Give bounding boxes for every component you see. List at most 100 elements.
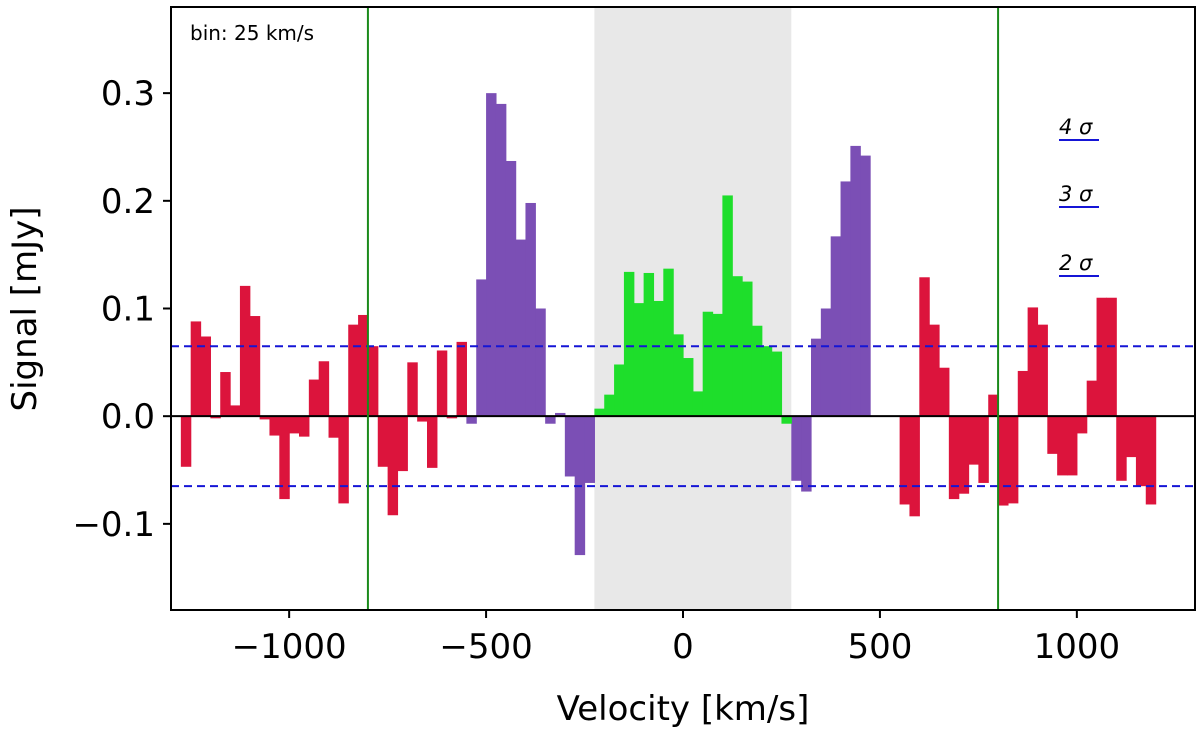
x-axis-title: Velocity [km/s] [557, 689, 810, 729]
x-tick-label: −1000 [232, 627, 347, 667]
continuum-bar [436, 350, 448, 417]
continuum-bar [328, 416, 339, 438]
core-bar [623, 271, 635, 417]
continuum-bar [1086, 380, 1098, 417]
core-bar [673, 334, 684, 417]
continuum-bar [1076, 416, 1088, 434]
continuum-bar [299, 416, 310, 437]
continuum-bar [1126, 416, 1137, 458]
sigma-label-3: 3 σ [1059, 182, 1093, 206]
y-tick-label: 0.2 [101, 182, 155, 222]
core-bar [742, 281, 753, 417]
continuum-bar [1037, 324, 1048, 417]
continuum-bar [446, 416, 458, 419]
continuum-bar [210, 416, 221, 419]
continuum-bar [387, 416, 399, 516]
wings-bar [466, 416, 477, 424]
y-axis-ticks: −0.1 0.0 0.1 0.2 0.3 [72, 74, 171, 545]
x-tick-label: −500 [439, 627, 532, 667]
histogram-bars [180, 93, 1167, 556]
wings-bar [505, 160, 517, 417]
core-bar [781, 416, 792, 424]
continuum-bar [230, 405, 241, 417]
continuum-bar [978, 416, 989, 483]
continuum-bar [397, 416, 408, 472]
wings-bar [525, 202, 536, 417]
core-bar [653, 300, 664, 417]
wings-bar [495, 103, 507, 417]
continuum-bar [338, 416, 349, 504]
x-tick-label: 0 [672, 627, 694, 667]
wings-bar [515, 239, 527, 417]
continuum-bar [239, 285, 251, 417]
core-bar [702, 311, 714, 417]
wings-bar [535, 308, 546, 417]
continuum-bar [289, 416, 300, 434]
plot-frame [170, 6, 1196, 611]
continuum-bar [259, 416, 271, 420]
continuum-bar [249, 316, 261, 417]
x-tick-label: 1000 [1034, 627, 1121, 667]
core-bar [594, 408, 605, 417]
continuum-bar [180, 416, 192, 467]
continuum-bar [279, 416, 290, 500]
wings-bar [584, 416, 595, 483]
y-tick-label: 0.0 [101, 397, 155, 437]
core-bar [692, 391, 704, 417]
core-bar [751, 325, 763, 417]
continuum-bar [220, 372, 231, 417]
continuum-bar [377, 416, 389, 467]
continuum-bar [348, 324, 359, 417]
sigma-label-4: 4 σ [1059, 115, 1093, 139]
continuum-bar [919, 277, 930, 417]
continuum-bar [1047, 416, 1058, 454]
continuum-bar [1007, 416, 1019, 504]
continuum-bar [200, 336, 211, 417]
continuum-bar [1057, 416, 1068, 476]
y-tick-label: 0.1 [101, 290, 155, 330]
wings-bar [545, 416, 556, 424]
continuum-bar [998, 416, 1009, 506]
wings-bar [486, 93, 497, 417]
continuum-bar [958, 416, 970, 494]
continuum-bar [1067, 416, 1078, 476]
continuum-bar [929, 324, 940, 417]
wings-bar [564, 416, 576, 477]
wings-bar [850, 145, 861, 417]
core-bar [643, 272, 655, 417]
continuum-bar [909, 416, 920, 517]
continuum-bar [1145, 416, 1157, 505]
core-bar [712, 313, 723, 417]
bin-width-annotation: bin: 25 km/s [190, 21, 314, 45]
core-bar [633, 303, 645, 417]
core-bar [722, 195, 733, 417]
wings-bar [860, 155, 871, 417]
wings-bar [830, 236, 842, 417]
wings-bar [820, 308, 832, 417]
continuum-bar [456, 341, 467, 417]
continuum-bar [1096, 297, 1107, 417]
x-tick-label: 500 [847, 627, 912, 667]
y-tick-label: −0.1 [72, 505, 155, 545]
continuum-bar [1106, 297, 1117, 417]
continuum-bar [939, 367, 950, 417]
continuum-bar [417, 416, 428, 422]
continuum-bar [308, 379, 320, 417]
sigma-legend: 4 σ 3 σ 2 σ [1059, 115, 1099, 277]
continuum-bar [968, 416, 979, 465]
wings-bar [476, 279, 487, 417]
continuum-bar [899, 416, 911, 505]
continuum-bar [358, 314, 369, 417]
continuum-bar [1135, 416, 1147, 487]
continuum-bar [269, 416, 280, 436]
continuum-bar [367, 346, 379, 417]
core-bar [683, 358, 694, 417]
y-axis-title: Signal [mJy] [5, 206, 45, 411]
wings-bar [840, 181, 851, 417]
core-bar [761, 346, 773, 417]
sigma-label-2: 2 σ [1059, 251, 1093, 275]
continuum-bar [407, 362, 418, 417]
core-bar [604, 394, 615, 417]
wings-bar [791, 416, 802, 481]
continuum-bar [988, 394, 999, 417]
